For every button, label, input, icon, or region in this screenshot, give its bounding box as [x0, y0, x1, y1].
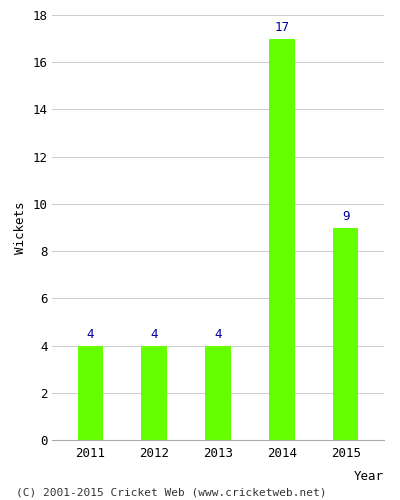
Text: 4: 4	[150, 328, 158, 341]
Text: 17: 17	[274, 21, 289, 34]
Bar	[78, 346, 103, 440]
Text: (C) 2001-2015 Cricket Web (www.cricketweb.net): (C) 2001-2015 Cricket Web (www.cricketwe…	[16, 488, 326, 498]
Y-axis label: Wickets: Wickets	[14, 201, 27, 254]
Bar	[141, 346, 167, 440]
Text: 4: 4	[86, 328, 94, 341]
Bar	[205, 346, 231, 440]
Text: 9: 9	[342, 210, 350, 223]
Text: Year: Year	[354, 470, 384, 483]
Bar	[333, 228, 358, 440]
Text: 4: 4	[214, 328, 222, 341]
Bar	[269, 38, 295, 440]
